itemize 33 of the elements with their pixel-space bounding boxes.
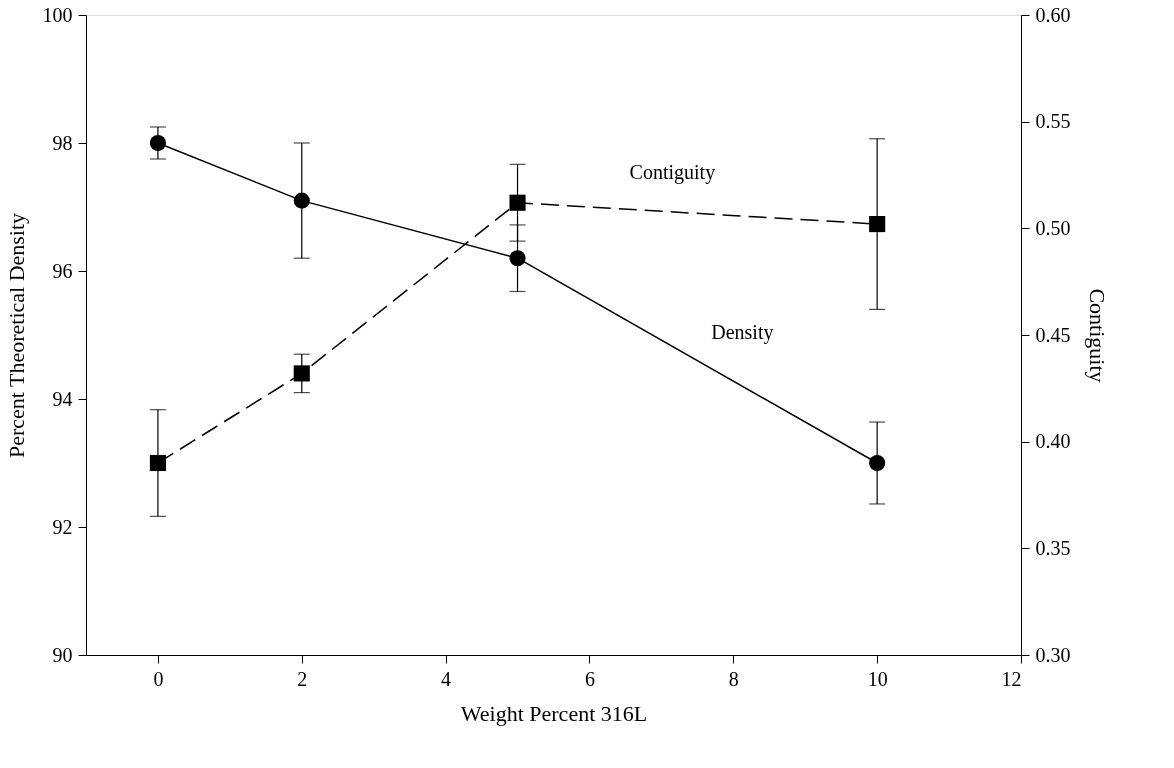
- x-tick-label: 6: [584, 667, 595, 690]
- y-axis-title: Percent Theoretical Density: [3, 212, 29, 459]
- y2-tick-label: 0.50: [1035, 216, 1071, 239]
- point: [293, 192, 310, 209]
- y-tick-label: 90: [52, 643, 73, 666]
- series-label: Density: [711, 320, 774, 344]
- y2-tick-label: 0.35: [1035, 536, 1071, 559]
- point: [869, 216, 886, 233]
- y2-tick-label: 0.55: [1035, 110, 1071, 133]
- y-tick-label: 96: [52, 259, 73, 282]
- point: [149, 134, 166, 152]
- y-tick-label: 94: [52, 387, 73, 410]
- x-axis-title: Weight Percent 316L: [460, 700, 648, 726]
- point: [293, 365, 310, 382]
- x-tick-label: 10: [867, 667, 888, 690]
- x-tick-label: 2: [297, 667, 308, 690]
- y2-tick-label: 0.30: [1035, 643, 1071, 666]
- y2-tick-label: 0.45: [1035, 323, 1071, 346]
- point: [509, 250, 526, 267]
- point: [149, 454, 166, 472]
- x-tick-label: 4: [441, 667, 452, 690]
- y2-tick-label: 0.60: [1035, 3, 1071, 26]
- y2-tick-label: 0.40: [1035, 430, 1071, 453]
- y-tick-label: 100: [42, 3, 73, 26]
- x-tick-label: 12: [1001, 667, 1022, 690]
- y-tick-label: 98: [52, 131, 73, 154]
- point: [869, 454, 886, 472]
- point: [509, 194, 526, 211]
- series-label: Contiguity: [629, 161, 716, 185]
- y-tick-label: 92: [52, 515, 73, 538]
- x-tick-label: 8: [728, 667, 739, 690]
- y2-axis-title: Contiguity: [1084, 288, 1110, 383]
- x-tick-label: 0: [153, 667, 164, 690]
